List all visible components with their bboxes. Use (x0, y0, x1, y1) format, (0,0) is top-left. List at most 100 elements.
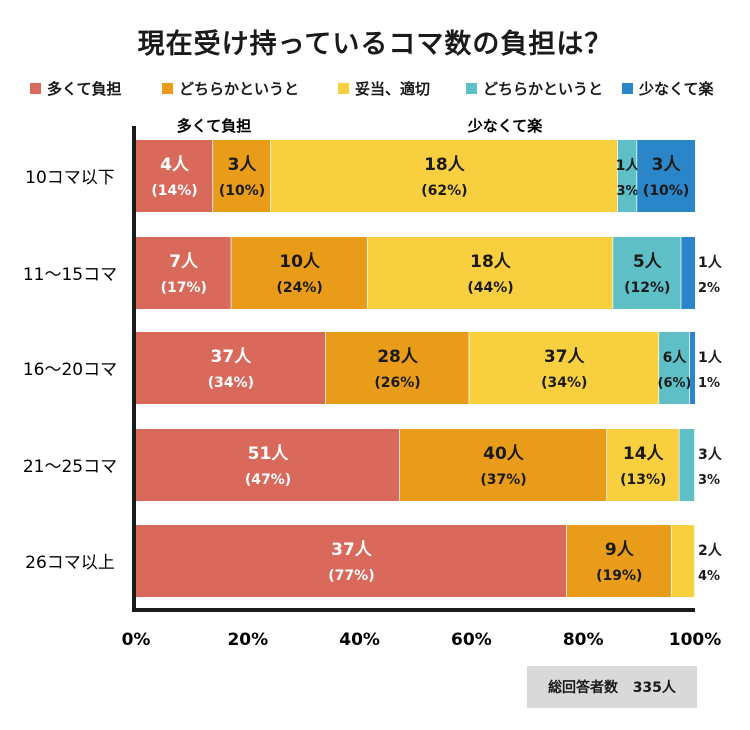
data-label-percent: (26%) (374, 375, 420, 391)
bar-segment (136, 429, 400, 501)
data-label-count: 37人 (544, 347, 586, 367)
legend-label: どちらかというと (483, 80, 604, 98)
data-label-percent: 3% (698, 473, 720, 488)
data-label-percent: (6%) (658, 376, 692, 391)
category-label: 16～20コマ (23, 360, 117, 380)
data-label-percent: (14%) (151, 183, 197, 199)
x-tick-label: 0% (122, 630, 151, 650)
legend-swatch (30, 83, 41, 94)
bar-segment (213, 140, 271, 212)
legend: 多くて負担 どちらかというと 妥当、適切 どちらかというと 少なくて楽 (10, 78, 750, 102)
bar-segment (399, 429, 608, 501)
data-label-percent: (17%) (161, 280, 207, 296)
bar-segment (136, 140, 214, 212)
data-label-count: 3人 (652, 155, 682, 175)
bar-segment (617, 140, 638, 212)
data-label-percent: (34%) (208, 375, 254, 391)
bar-segment (679, 429, 695, 501)
data-label-count: 9人 (605, 540, 635, 560)
data-label-count: 3人 (228, 155, 258, 175)
data-label-percent: (77%) (328, 568, 374, 584)
bar-segment (136, 332, 326, 404)
bar-segment (681, 237, 695, 309)
legend-swatch (162, 83, 173, 94)
data-label-count: 18人 (424, 155, 466, 175)
legend-label: 妥当、適切 (355, 80, 431, 98)
legend-item-somewhat-easy: どちらかというと (466, 78, 603, 99)
bar-segment (325, 332, 470, 404)
data-label-count: 6人 (663, 349, 688, 366)
bar-segment (659, 332, 690, 404)
data-label-percent: (10%) (219, 183, 265, 199)
legend-label: 少なくて楽 (639, 80, 714, 98)
data-label-percent: (47%) (245, 472, 291, 488)
data-label-count: 14人 (623, 444, 665, 464)
data-label-count: 1人 (698, 254, 723, 271)
legend-item-somewhat-burdened: どちらかというと (162, 78, 299, 99)
data-label-count: 3人 (698, 446, 723, 463)
data-label-percent: (24%) (276, 280, 322, 296)
chart-title: 現在受け持っているコマ数の負担は？ (137, 29, 613, 60)
data-label-count: 28人 (377, 347, 419, 367)
legend-swatch (622, 83, 633, 94)
data-label-percent: (44%) (467, 280, 513, 296)
legend-item-easy: 少なくて楽 (622, 78, 714, 99)
data-label-count: 10人 (279, 252, 321, 272)
bar-segment (367, 237, 614, 309)
data-label-percent: (10%) (643, 183, 689, 199)
legend-swatch (466, 83, 477, 94)
bar-segment (671, 525, 695, 597)
bar-segment (613, 237, 682, 309)
total-respondents-value: 335人 (632, 680, 676, 696)
x-tick-label: 60% (451, 630, 492, 650)
category-label: 26コマ以上 (25, 553, 115, 573)
data-label-percent: (34%) (541, 375, 587, 391)
legend-item-very-burdened: 多くて負担 (30, 78, 122, 99)
data-label-count: 37人 (211, 347, 253, 367)
bar-segment (136, 237, 232, 309)
data-label-count: 7人 (169, 252, 199, 272)
data-label-count: 18人 (470, 252, 512, 272)
bar-segment (637, 140, 695, 212)
data-label-percent: (19%) (596, 568, 642, 584)
bar-segment (136, 525, 567, 597)
category-label: 21～25コマ (23, 457, 117, 477)
bar-segment (566, 525, 672, 597)
data-label-percent: 1% (698, 376, 720, 391)
bar-segment (270, 140, 618, 212)
bar-segment (231, 237, 368, 309)
category-label: 10コマ以下 (25, 168, 115, 188)
axis-end-label-left: 多くて負担 (177, 117, 252, 135)
category-label: 11～15コマ (23, 265, 117, 285)
data-label-count: 51人 (248, 444, 290, 464)
x-tick-label: 80% (563, 630, 604, 650)
legend-label: どちらかというと (179, 80, 300, 98)
bar-segment (469, 332, 660, 404)
data-label-count: 40人 (483, 444, 525, 464)
data-label-count: 1人 (616, 157, 641, 174)
legend-label: 多くて負担 (47, 80, 122, 98)
data-label-percent: (12%) (624, 280, 670, 296)
axis-end-label-right: 少なくて楽 (467, 117, 544, 135)
data-label-percent: (62%) (421, 183, 467, 199)
data-label-count: 2人 (698, 542, 723, 559)
data-label-percent: 3% (616, 184, 638, 199)
data-label-count: 1人 (698, 349, 723, 366)
x-tick-label: 100% (669, 630, 722, 650)
bar-segment (607, 429, 680, 501)
data-label-count: 5人 (633, 252, 663, 272)
x-tick-label: 40% (339, 630, 380, 650)
data-label-count: 37人 (331, 540, 373, 560)
data-label-percent: 4% (698, 569, 720, 584)
total-respondents-box: 総回答者数 335人 (527, 666, 697, 708)
total-respondents-label: 総回答者数 (548, 680, 619, 696)
data-label-count: 4人 (160, 155, 190, 175)
x-tick-label: 20% (227, 630, 268, 650)
legend-item-appropriate: 妥当、適切 (338, 78, 430, 99)
data-label-percent: (37%) (480, 472, 526, 488)
legend-swatch (338, 83, 349, 94)
bar-segment (689, 332, 695, 404)
data-label-percent: (13%) (620, 472, 666, 488)
data-label-percent: 2% (698, 281, 720, 296)
